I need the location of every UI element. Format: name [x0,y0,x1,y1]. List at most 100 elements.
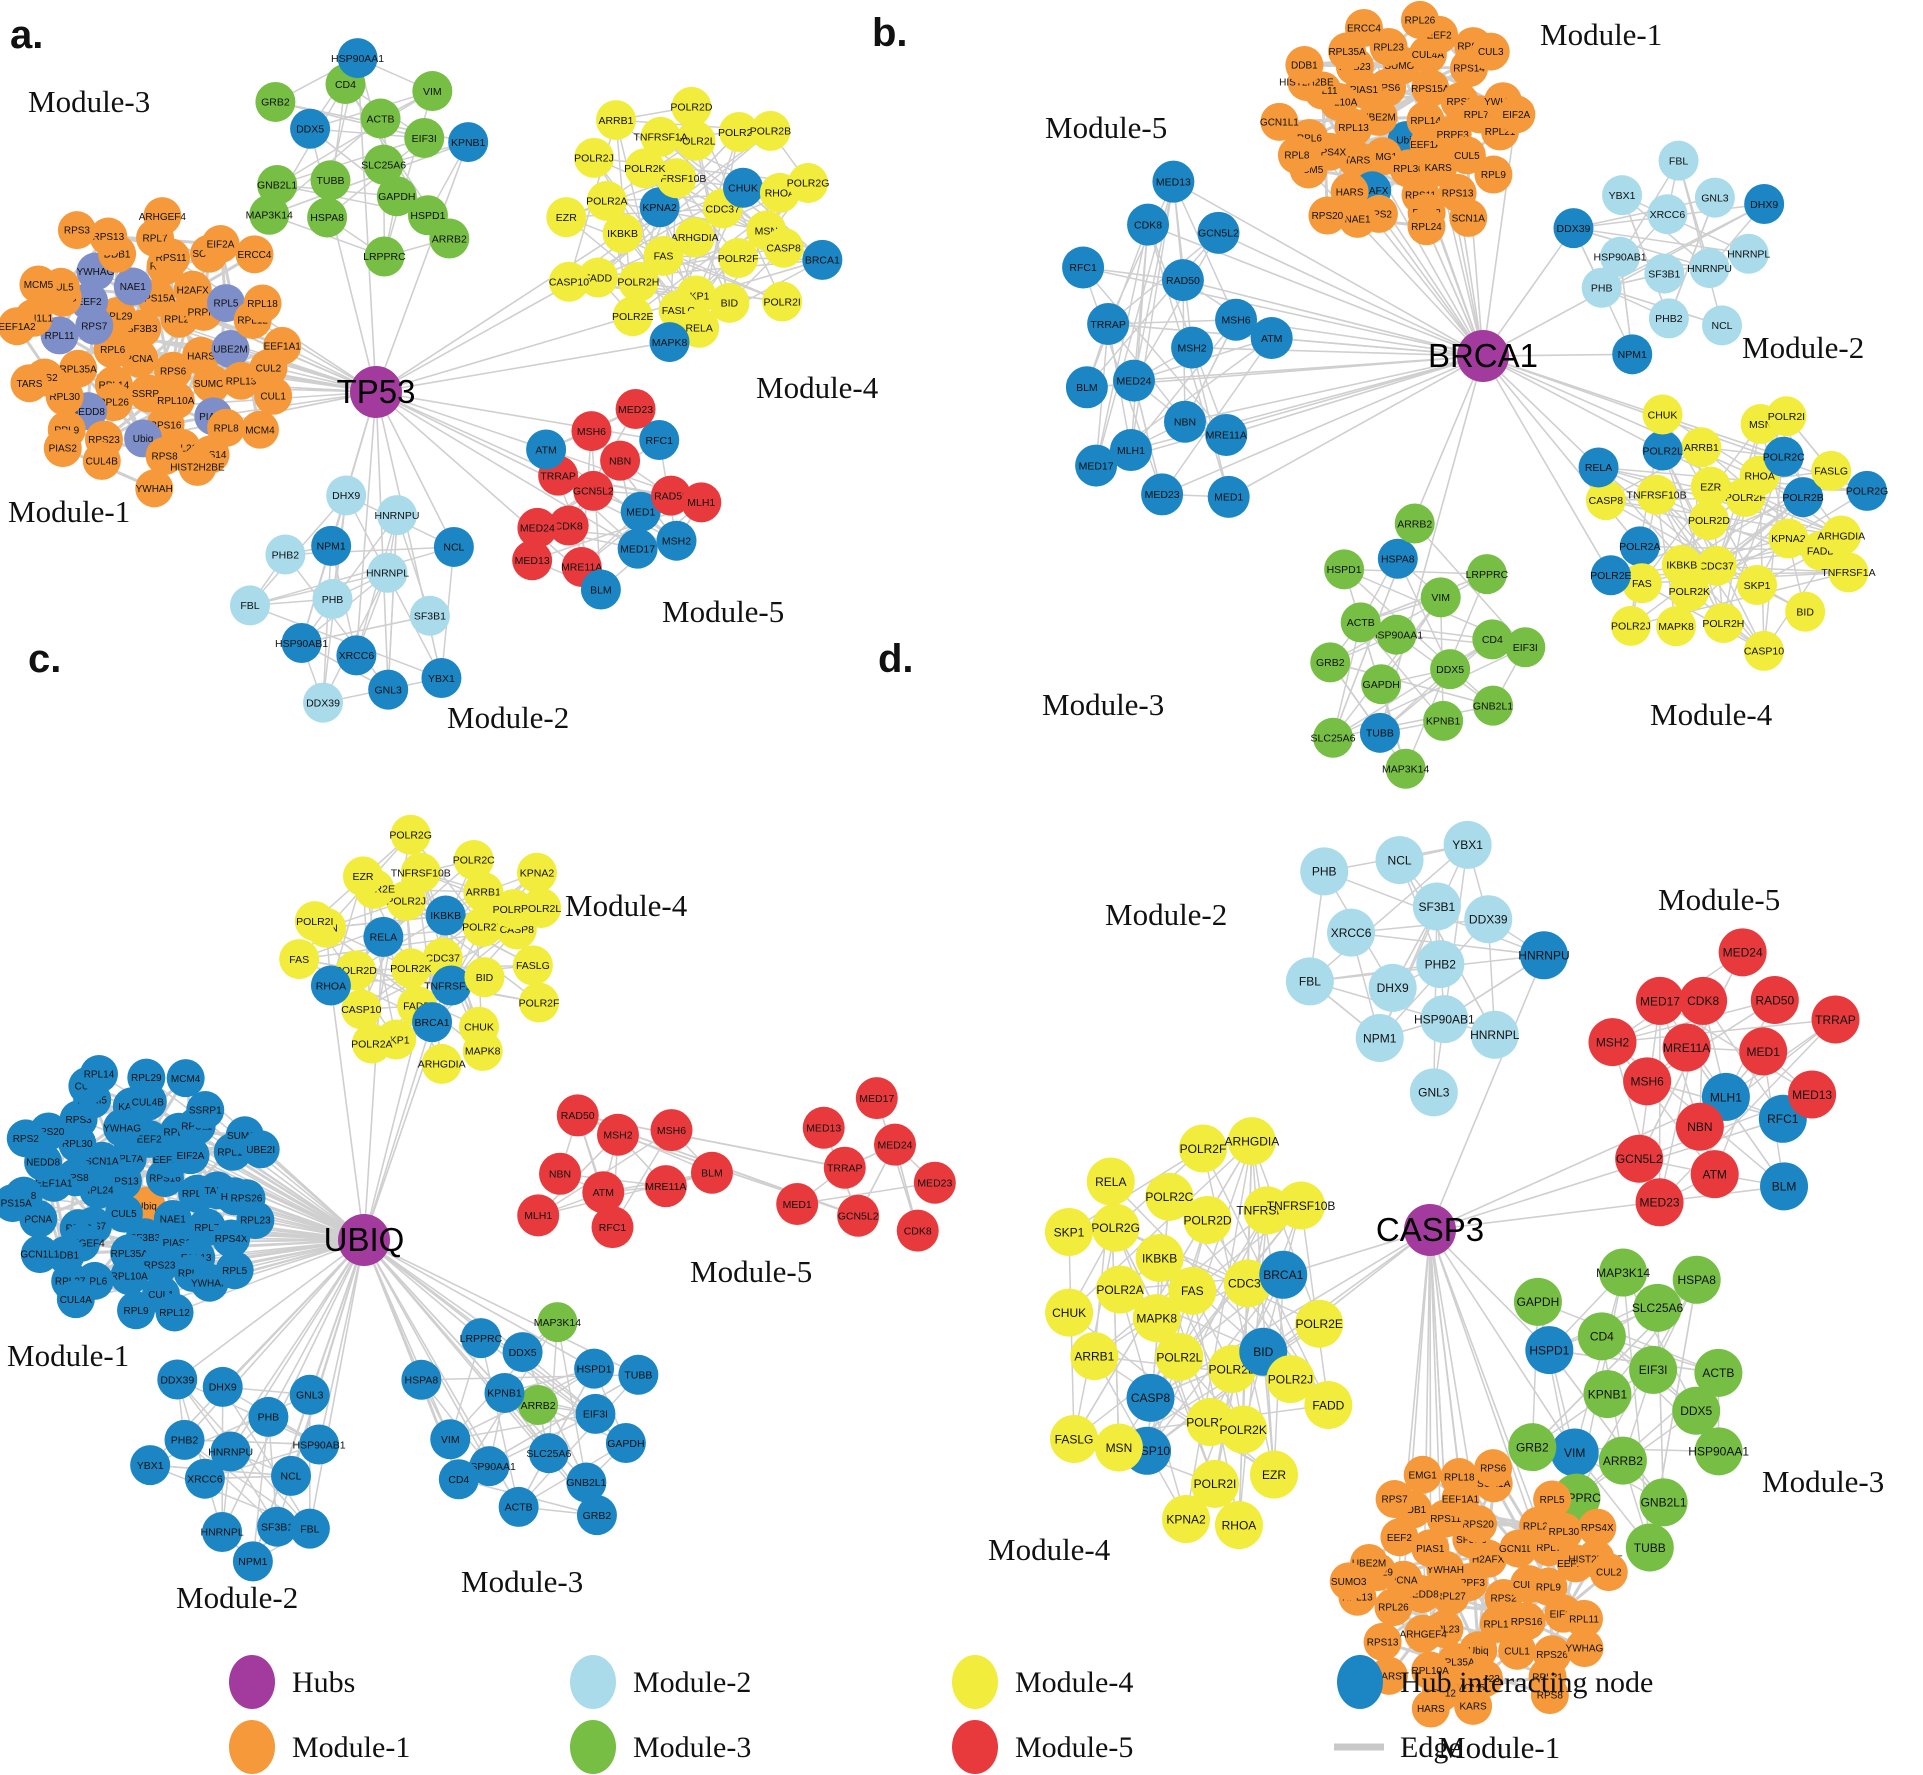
node-label-SUMO3: SUMO3 [1384,61,1420,72]
node-NCL [1702,305,1743,346]
node-FBL [229,585,270,626]
hub-edge [1228,355,1484,498]
node-POLR2I [762,281,803,322]
edge [518,1374,639,1508]
node-label-POLR2L: POLR2L [675,136,715,148]
node-label-CDK8: CDK8 [555,520,583,532]
module-label-module-5: Module-5 [662,594,784,629]
node-GAPDH [1513,1277,1562,1326]
node-label-UBE2M: UBE2M [213,345,247,356]
node-label-EEF1A1: EEF1A1 [35,1178,73,1189]
node-label-CD4: CD4 [335,79,356,91]
node-label-NBN: NBN [1687,1120,1712,1134]
node-FASLG [512,945,553,986]
node-MED13 [1152,160,1195,203]
node-label-MSH6: MSH6 [577,426,606,438]
node-MAP3K14 [249,194,290,235]
node-label-CD4: CD4 [1482,634,1503,646]
node-label-IKBKB: IKBKB [430,910,461,922]
node-MED23 [913,1161,956,1204]
node-label-LRPPRC: LRPPRC [460,1333,503,1345]
node-label-POLR2A: POLR2A [586,196,627,208]
node-label-PIAS1: PIAS1 [1350,85,1379,96]
module-label-module-1: Module-1 [1540,17,1662,52]
node-RAD50 [556,1094,599,1137]
node-label-CUL1: CUL1 [260,391,286,402]
node-label-MSH6: MSH6 [1630,1075,1664,1089]
node-label-VIM: VIM [441,1434,460,1446]
node-TNFRSF1A [431,965,472,1006]
node-label-RPL30: RPL30 [1549,1527,1580,1538]
edge [1573,227,1710,269]
edge [176,1379,223,1533]
node-label-ATM: ATM [1261,333,1282,345]
edge [1332,638,1493,739]
hub-edge [375,391,389,690]
node-label-HSP90AB1: HSP90AB1 [1594,252,1647,264]
node-label-DHX9: DHX9 [332,490,360,502]
edge [1573,1272,1624,1453]
node-POLR2J [574,137,615,178]
node-label-BLM: BLM [1076,382,1098,394]
node-DDX5 [1672,1386,1721,1435]
node-POLR2E [612,296,653,337]
node-label-FBL: FBL [1669,155,1688,167]
edge [1612,1018,1836,1043]
node-label-HSP90AA1: HSP90AA1 [1370,629,1423,641]
node-label-MCM4: MCM4 [171,1074,201,1085]
module-label-module-5: Module-5 [1658,882,1780,917]
node-label-BID: BID [476,972,494,984]
edge [1548,1349,1665,1503]
node-CDK8 [1679,976,1728,1025]
node-label-FAS: FAS [1632,578,1652,590]
edge [301,615,431,644]
node-label-IKBKB: IKBKB [1142,1251,1177,1265]
node-label-MRE11A: MRE11A [645,1181,686,1193]
node-CUL2 [1589,1553,1628,1592]
node-RHOA [310,965,351,1006]
edge [1621,194,1670,319]
edge [1606,1279,1698,1395]
node-BLM [690,1151,733,1194]
node-RPL11 [1564,1599,1603,1638]
node-POLR2G [788,162,829,203]
node-DDX5 [502,1332,543,1373]
node-label-EIF3I: EIF3I [583,1409,608,1421]
node-label-MED24: MED24 [877,1139,912,1151]
node-label-RPL12: RPL12 [237,316,268,327]
node-label-POLR2C: POLR2C [1145,1190,1193,1204]
node-EIF3I [1505,627,1546,668]
module-label-module-2: Module-2 [1742,330,1864,365]
hub-edge [1482,355,1612,576]
node-RPS20 [1308,196,1347,235]
edge [275,101,425,139]
edge [1659,1018,1837,1203]
edge [1107,181,1175,325]
node-H2AFX [173,270,212,309]
node-RPL24 [1407,207,1446,246]
node-label-DDX5: DDX5 [1680,1404,1712,1418]
node-MSH6 [650,1109,693,1152]
node-RPS7 [1375,1480,1414,1519]
node-label-RPS6: RPS6 [1480,1464,1507,1475]
node-CHUK [1642,394,1683,435]
node-label-LRPPRC: LRPPRC [1466,569,1509,581]
node-KPNA2 [639,187,680,228]
node-label-TRRAP: TRRAP [540,470,576,482]
node-GCN1L1 [20,1235,59,1274]
node-label-MSH2: MSH2 [1596,1035,1630,1049]
node-FBL [289,1508,330,1549]
node-label-CUL5: CUL5 [48,282,74,293]
node-ARRB2 [1394,503,1435,544]
node-RHOA [1214,1501,1263,1550]
node-label-YWHAH: YWHAH [191,1278,228,1289]
node-label-PHB2: PHB2 [272,549,300,561]
node-DHX9 [202,1366,243,1407]
node-label-POLR2A: POLR2A [1619,541,1660,553]
node-label-POLR2K: POLR2K [624,163,665,175]
node-FASLG [1050,1414,1099,1463]
node-label-EZR: EZR [1700,481,1721,493]
node-label-RPS13: RPS13 [107,1176,139,1187]
node-ERCC4 [1344,8,1383,47]
module-label-module-4: Module-4 [1650,697,1773,732]
